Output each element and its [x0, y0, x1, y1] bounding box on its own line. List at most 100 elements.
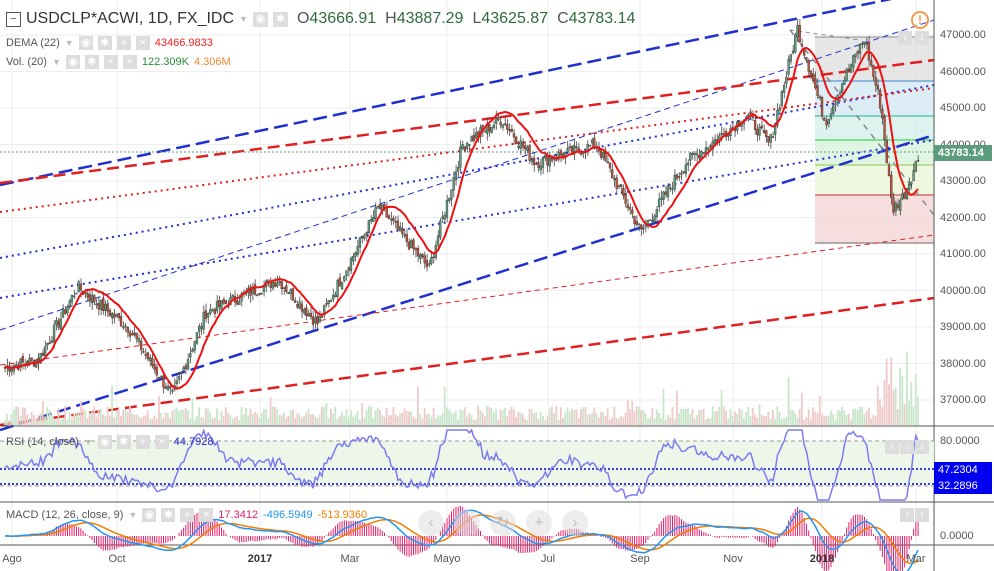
candle: [41, 352, 45, 357]
volume-bar: [166, 413, 169, 425]
reset-button[interactable]: ↻: [490, 510, 516, 536]
candle: [720, 132, 723, 136]
scale-icon[interactable]: ↕: [915, 440, 929, 454]
volume-bar: [189, 418, 192, 425]
volume-bar: [8, 419, 11, 425]
candle: [439, 220, 442, 238]
candle: [684, 164, 688, 174]
volume-bar: [834, 419, 837, 425]
eye-icon[interactable]: ◉: [142, 508, 157, 522]
volume-bar: [120, 415, 122, 425]
scroll-right-button[interactable]: ›: [562, 510, 588, 536]
scroll-up-icon[interactable]: ↑: [885, 440, 899, 454]
plus-icon[interactable]: +: [180, 508, 195, 522]
macd-value: -496.5949: [263, 509, 313, 521]
volume-bar: [392, 407, 395, 425]
eye-icon[interactable]: ◉: [252, 11, 268, 27]
close-icon[interactable]: ×: [154, 435, 169, 449]
gear-icon[interactable]: ✱: [161, 508, 176, 522]
candle: [769, 134, 772, 143]
volume-bar: [434, 418, 437, 425]
close-label: C: [557, 10, 569, 27]
zoom-out-button[interactable]: −: [454, 510, 480, 536]
dema-label[interactable]: DEMA (22): [6, 37, 60, 49]
volume-bar: [854, 408, 857, 425]
candle: [483, 130, 487, 133]
plus-icon[interactable]: +: [103, 55, 118, 69]
candle: [378, 204, 382, 209]
gear-icon[interactable]: ✱: [116, 435, 131, 449]
volume-bar: [653, 418, 656, 425]
candle: [588, 144, 592, 147]
collapse-icon[interactable]: −: [6, 11, 21, 27]
price-tick: 41000.00: [940, 248, 986, 260]
close-icon[interactable]: ×: [135, 36, 150, 50]
candle: [557, 152, 560, 160]
zoom-in-button[interactable]: +: [526, 510, 552, 536]
volume-bar: [557, 419, 560, 425]
macd-label[interactable]: MACD (12, 26, close, 9): [6, 509, 124, 521]
scroll-left-button[interactable]: ‹: [418, 510, 444, 536]
candle: [548, 157, 551, 167]
volume-bar: [807, 409, 810, 425]
volume-bar: [66, 419, 69, 425]
volume-bar: [236, 416, 238, 425]
plus-icon[interactable]: +: [116, 36, 131, 50]
gear-icon[interactable]: ✱: [97, 36, 112, 50]
time-tick: Mar: [340, 553, 360, 565]
volume-bar: [258, 417, 261, 425]
plus-icon[interactable]: +: [135, 435, 150, 449]
volume-bar: [816, 413, 819, 425]
volume-bar: [59, 419, 62, 425]
volume-bar: [184, 407, 187, 425]
symbol-title[interactable]: USDCLP*ACWI, 1D, FX_IDC: [26, 10, 235, 27]
volume-bar: [307, 409, 310, 425]
chevron-down-icon[interactable]: ▼: [51, 57, 61, 67]
gear-icon[interactable]: ✱: [84, 55, 99, 69]
volume-bar: [809, 419, 812, 425]
eye-icon[interactable]: ◉: [78, 36, 93, 50]
alert-icon[interactable]: !: [911, 11, 929, 29]
candle: [427, 263, 431, 266]
scroll-up-icon[interactable]: ↑: [900, 508, 914, 522]
candle: [204, 310, 208, 319]
volume-label[interactable]: Vol. (20): [6, 56, 47, 68]
volume-bar: [271, 406, 274, 425]
close-icon[interactable]: ×: [199, 508, 214, 522]
volume-bar: [586, 414, 589, 425]
chevron-down-icon[interactable]: ▼: [128, 510, 138, 520]
chevron-down-icon[interactable]: ▼: [83, 437, 93, 447]
scale-icon[interactable]: ↕: [915, 31, 929, 45]
volume-bar: [838, 410, 841, 425]
volume-bar: [903, 403, 906, 425]
candle: [890, 174, 893, 198]
candle: [329, 300, 333, 303]
volume-bar: [352, 416, 355, 425]
gear-icon[interactable]: ✱: [272, 11, 288, 27]
candle: [852, 55, 855, 68]
time-tick: 2017: [247, 553, 273, 565]
candle: [278, 280, 281, 283]
eye-icon[interactable]: ◉: [65, 55, 80, 69]
volume-bar: [428, 413, 430, 425]
candle: [450, 189, 453, 200]
candle: [365, 232, 368, 235]
volume-bar: [91, 411, 93, 425]
volume-bar: [885, 358, 888, 425]
volume-bar: [825, 415, 828, 425]
volume-bar: [374, 410, 377, 425]
volume-bar: [622, 417, 625, 425]
scroll-down-icon[interactable]: ↓: [898, 31, 912, 45]
candle: [356, 246, 359, 256]
chevron-down-icon[interactable]: ▼: [239, 14, 248, 24]
volume-bar: [450, 412, 453, 425]
scale-icon[interactable]: ↕: [915, 508, 929, 522]
chevron-down-icon[interactable]: ▼: [64, 38, 74, 48]
rsi-label[interactable]: RSI (14, close): [6, 436, 79, 448]
high-label: H: [385, 10, 397, 27]
volume-bar: [566, 407, 569, 425]
scroll-down-icon[interactable]: ↓: [900, 440, 914, 454]
close-icon[interactable]: ×: [122, 55, 137, 69]
eye-icon[interactable]: ◉: [97, 435, 112, 449]
